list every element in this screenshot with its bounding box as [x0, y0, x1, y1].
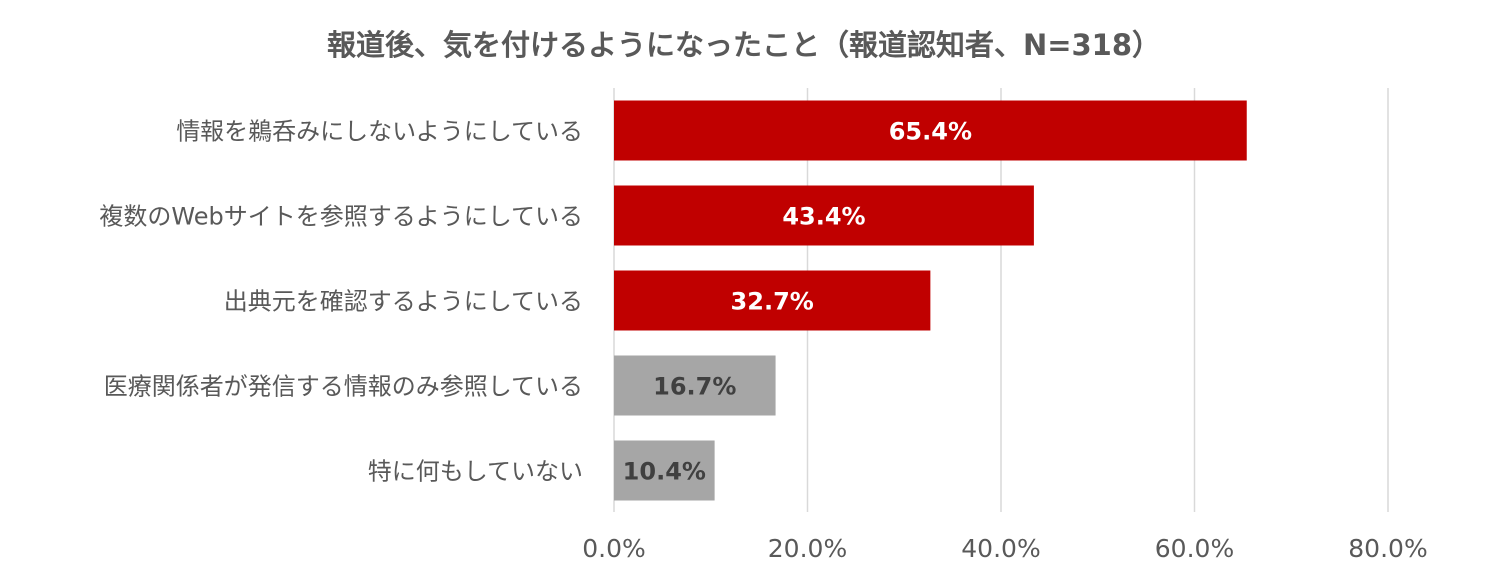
- data-label: 16.7%: [653, 373, 736, 401]
- bar: [614, 185, 1034, 246]
- x-tick-label: 0.0%: [582, 534, 646, 563]
- bar: [614, 355, 776, 416]
- bar: [614, 270, 931, 331]
- chart-title: 報道後、気を付けるようになったこと（報道認知者、N=318）: [326, 28, 1162, 62]
- data-label: 10.4%: [623, 458, 706, 486]
- x-tick-label: 80.0%: [1348, 534, 1427, 563]
- category-label: 複数のWebサイトを参照するようにしている: [99, 203, 583, 231]
- x-tick-label: 60.0%: [1155, 534, 1234, 563]
- category-label: 情報を鵜呑みにしないようにしている: [176, 118, 583, 146]
- x-tick-label: 40.0%: [961, 534, 1040, 563]
- category-label: 医療関係者が発信する情報のみ参照している: [104, 373, 583, 401]
- x-tick-label: 20.0%: [768, 534, 847, 563]
- category-label: 出典元を確認するようにしている: [224, 288, 583, 316]
- data-label: 32.7%: [731, 288, 814, 316]
- bar: [614, 440, 715, 501]
- data-label: 65.4%: [889, 118, 972, 146]
- data-label: 43.4%: [782, 203, 865, 231]
- bar: [614, 100, 1247, 161]
- category-label: 特に何もしていない: [368, 458, 583, 486]
